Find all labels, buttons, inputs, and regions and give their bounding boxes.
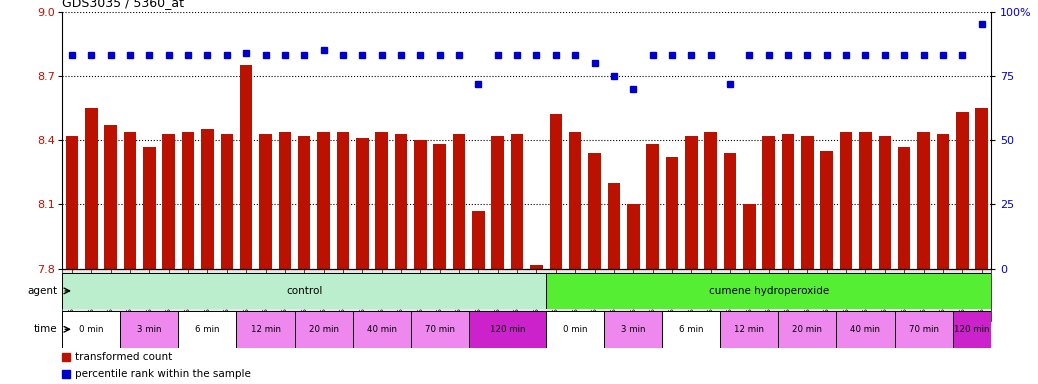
Bar [298,136,310,269]
Text: 40 min: 40 min [366,325,397,334]
Bar [569,132,581,269]
Text: transformed count: transformed count [76,352,172,362]
Bar [530,265,543,269]
Bar [414,140,427,269]
Bar [182,132,194,269]
Bar [240,65,252,269]
Bar [469,311,546,348]
Bar [782,134,794,269]
Text: 120 min: 120 min [490,325,525,334]
Text: control: control [286,286,323,296]
Text: 20 min: 20 min [308,325,338,334]
Text: 6 min: 6 min [195,325,220,334]
Bar [607,183,620,269]
Text: 20 min: 20 min [792,325,822,334]
Bar [237,311,295,348]
Bar [201,129,214,269]
Bar [546,311,604,348]
Bar [491,136,504,269]
Bar [220,134,234,269]
Bar [65,136,78,269]
Bar [162,134,175,269]
Text: 40 min: 40 min [850,325,880,334]
Bar [801,136,814,269]
Text: time: time [33,324,57,334]
Bar [976,108,988,269]
Text: 0 min: 0 min [79,325,104,334]
Text: 3 min: 3 min [137,325,162,334]
Bar [763,136,775,269]
Text: 120 min: 120 min [954,325,989,334]
Bar [356,138,368,269]
Text: 0 min: 0 min [563,325,588,334]
Bar [62,311,120,348]
Bar [840,132,852,269]
Text: percentile rank within the sample: percentile rank within the sample [76,369,251,379]
Bar [778,311,837,348]
Bar [434,144,446,269]
Bar [743,204,756,269]
Bar [85,108,98,269]
Bar [918,132,930,269]
Text: 3 min: 3 min [621,325,646,334]
Bar [318,132,330,269]
Bar [604,311,662,348]
Bar [705,132,717,269]
Bar [820,151,834,269]
Bar [589,153,601,269]
Bar [898,147,910,269]
Bar [647,144,659,269]
Bar [627,204,639,269]
Text: 70 min: 70 min [425,325,455,334]
Bar [353,311,411,348]
Bar [720,311,778,348]
Bar [472,211,485,269]
Bar [179,311,237,348]
Bar [105,125,117,269]
Text: 12 min: 12 min [250,325,280,334]
Bar [124,132,136,269]
Bar [336,132,349,269]
Bar [549,114,563,269]
Text: agent: agent [27,286,57,296]
Text: cumene hydroperoxide: cumene hydroperoxide [709,286,828,296]
Bar [62,273,546,309]
Bar [895,311,953,348]
Bar [546,273,991,309]
Bar [685,136,698,269]
Bar [859,132,872,269]
Bar [394,134,407,269]
Bar [453,134,465,269]
Bar [143,147,156,269]
Bar [723,153,736,269]
Bar [956,112,968,269]
Bar [278,132,291,269]
Text: 70 min: 70 min [908,325,938,334]
Bar [662,311,720,348]
Bar [260,134,272,269]
Bar [837,311,895,348]
Bar [953,311,991,348]
Bar [411,311,469,348]
Bar [665,157,678,269]
Bar [511,134,523,269]
Bar [120,311,179,348]
Bar [936,134,949,269]
Text: 12 min: 12 min [734,325,764,334]
Text: GDS3035 / 5360_at: GDS3035 / 5360_at [62,0,185,9]
Text: 6 min: 6 min [679,325,704,334]
Bar [376,132,388,269]
Bar [295,311,353,348]
Bar [878,136,892,269]
